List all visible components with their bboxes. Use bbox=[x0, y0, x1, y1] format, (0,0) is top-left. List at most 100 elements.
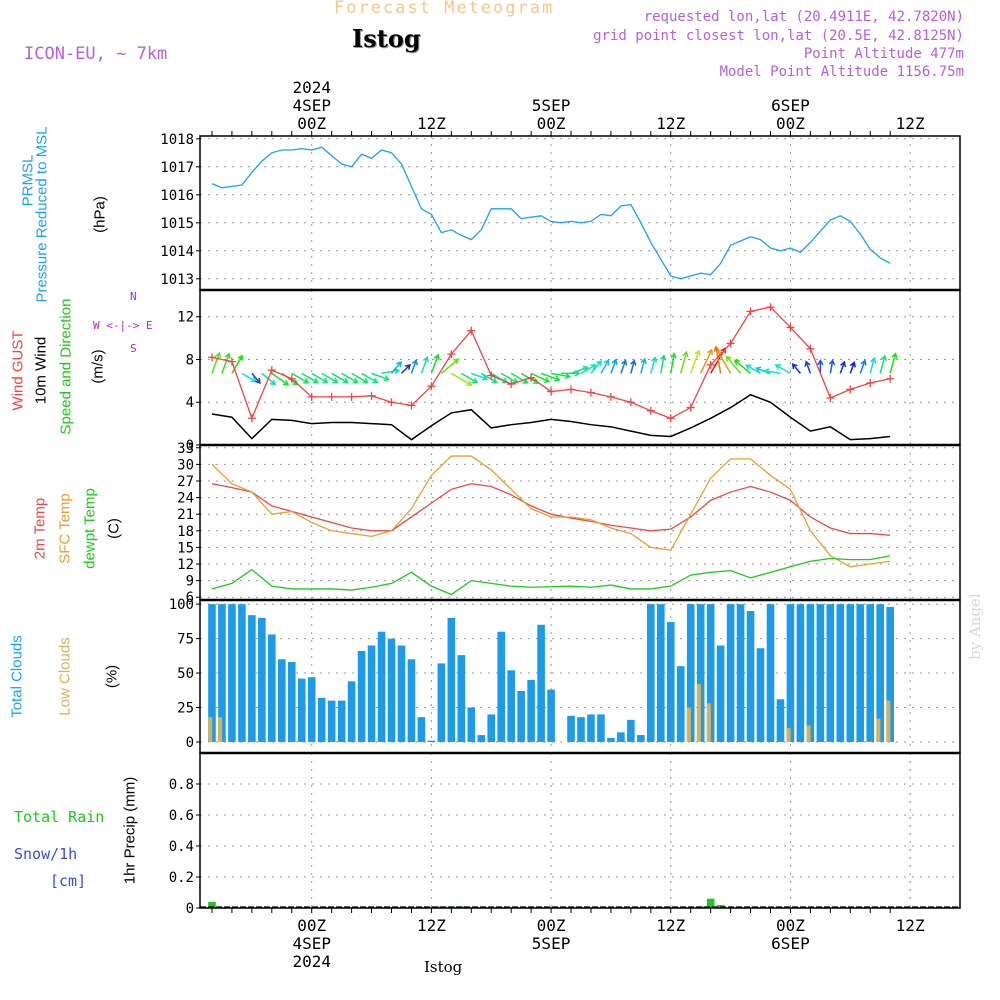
wind-gust-point bbox=[307, 392, 316, 401]
rain-bar bbox=[706, 898, 715, 908]
wind-direction-arrow bbox=[540, 372, 560, 381]
temperature-tick-label: 18 bbox=[177, 524, 194, 540]
wind-direction-arrow bbox=[251, 372, 261, 384]
wind-arrow-head bbox=[603, 358, 610, 366]
wind-arrow-head bbox=[754, 366, 762, 373]
wind-gust-point bbox=[507, 380, 516, 389]
total-cloud-bar bbox=[726, 604, 735, 742]
wind-arrow-head bbox=[650, 356, 658, 363]
wind-arrow-head bbox=[422, 355, 429, 363]
total-cloud-bar bbox=[317, 697, 326, 742]
total-cloud-bar bbox=[736, 604, 745, 742]
wind-direction-arrow bbox=[879, 355, 886, 374]
wind-speed-line bbox=[211, 393, 891, 441]
wind-gust-point bbox=[487, 371, 496, 380]
wind-arrow-head bbox=[404, 363, 411, 370]
wind-arrow-head bbox=[332, 377, 339, 384]
wind-direction-arrow bbox=[500, 372, 518, 384]
wind-arrow-head bbox=[707, 348, 713, 355]
wind-direction-arrow bbox=[764, 369, 781, 375]
total-cloud-bar bbox=[447, 617, 456, 742]
low-cloud-bar bbox=[886, 700, 891, 742]
wind-arrow-head bbox=[433, 353, 440, 361]
wind-arrow-head bbox=[860, 359, 867, 366]
precipitation-tick-label: 0.4 bbox=[169, 839, 194, 855]
temp-dewpt-line bbox=[211, 555, 891, 596]
total-cloud-bar bbox=[676, 666, 685, 742]
wind-direction-arrow bbox=[640, 358, 646, 374]
wind-arrow-head bbox=[471, 377, 479, 384]
wind-gust-point bbox=[886, 374, 895, 383]
wind-gust-point bbox=[686, 403, 695, 412]
wind-direction-arrow bbox=[301, 372, 319, 384]
wind-gust-point bbox=[567, 385, 576, 394]
total-cloud-bar bbox=[607, 737, 615, 742]
total-cloud-bar bbox=[826, 604, 835, 742]
wind-direction-arrow bbox=[550, 372, 570, 378]
wind-direction-arrow bbox=[351, 372, 368, 384]
compass-north: N bbox=[130, 290, 137, 303]
total-cloud-bar bbox=[866, 604, 875, 742]
rain-label: Total Rain bbox=[14, 808, 105, 826]
wind-arrow-head bbox=[763, 368, 770, 375]
total-cloud-bar bbox=[387, 638, 396, 742]
wind-direction-arrow bbox=[430, 354, 439, 374]
time-label-bottom: 4SEP bbox=[292, 934, 331, 953]
total-cloud-bar bbox=[337, 700, 346, 742]
wind-gust-point bbox=[846, 385, 855, 394]
wind-arrow-head bbox=[774, 364, 781, 370]
time-label-top: 12Z bbox=[656, 114, 685, 133]
wind-arrow-head bbox=[870, 356, 877, 364]
wind-gust-point bbox=[407, 401, 416, 410]
wind-direction-arrow bbox=[311, 372, 328, 384]
wind-arrow-head bbox=[564, 372, 572, 380]
compass-west-east: W <-|-> E bbox=[93, 319, 153, 332]
wind-arrow-head bbox=[342, 377, 349, 384]
wind-direction-arrow bbox=[690, 350, 700, 374]
time-label-bottom: 00Z bbox=[776, 916, 805, 935]
low-cloud-bar bbox=[876, 718, 881, 742]
low-cloud-bar bbox=[806, 725, 811, 742]
temperature-tick-label: 24 bbox=[177, 491, 194, 507]
total-cloud-bar bbox=[268, 634, 276, 742]
clouds-tick-label: 50 bbox=[177, 666, 194, 682]
wind-arrow-head bbox=[660, 354, 667, 361]
pressure-tick-label: 1013 bbox=[160, 272, 194, 288]
total-cloud-bar bbox=[617, 732, 625, 742]
model-altitude: Model Point Altitude 1156.75m bbox=[719, 64, 964, 80]
total-cloud-bar bbox=[497, 631, 506, 742]
wind-arrow-head bbox=[804, 360, 811, 367]
point-altitude: Point Altitude 477m bbox=[803, 46, 964, 62]
total-cloud-bar bbox=[627, 719, 635, 742]
wind-arrow-head bbox=[694, 349, 701, 356]
wind-direction-arrow bbox=[321, 372, 338, 384]
clouds-tick-label: 25 bbox=[177, 701, 194, 717]
wind-direction-arrow bbox=[331, 372, 348, 384]
total-cloud-bar bbox=[876, 604, 885, 742]
wind-arrow-head bbox=[269, 379, 277, 386]
total-cloud-bar bbox=[297, 678, 306, 742]
precipitation-tick-label: 0 bbox=[186, 901, 194, 917]
wind-arrow-head bbox=[322, 377, 329, 384]
wind-gust-point bbox=[586, 388, 595, 397]
wind-direction-arrow bbox=[859, 360, 866, 374]
total-cloud-bar bbox=[287, 662, 296, 742]
wind-arrow-head bbox=[716, 349, 723, 356]
wind-direction-arrow bbox=[221, 353, 230, 374]
total-cloud-bar bbox=[886, 606, 894, 742]
total-cloud-bar bbox=[357, 651, 366, 742]
total-cloud-bar bbox=[407, 659, 416, 742]
time-label-top: 2024 bbox=[292, 78, 331, 97]
total-cloud-bar bbox=[218, 604, 226, 742]
wind-gust-point bbox=[227, 357, 236, 366]
wind-gust-point bbox=[806, 344, 815, 353]
wind-direction-arrow bbox=[620, 360, 627, 374]
total-cloud-bar bbox=[248, 615, 256, 742]
wind-gust-point bbox=[746, 307, 755, 316]
total-cloud-bar bbox=[587, 714, 595, 742]
wind-direction-arrow bbox=[775, 364, 791, 375]
time-label-bottom: 12Z bbox=[656, 916, 685, 935]
wind-direction-arrow bbox=[241, 372, 257, 383]
wind-gust-point bbox=[427, 382, 436, 391]
wind-direction-arrow bbox=[630, 360, 636, 374]
